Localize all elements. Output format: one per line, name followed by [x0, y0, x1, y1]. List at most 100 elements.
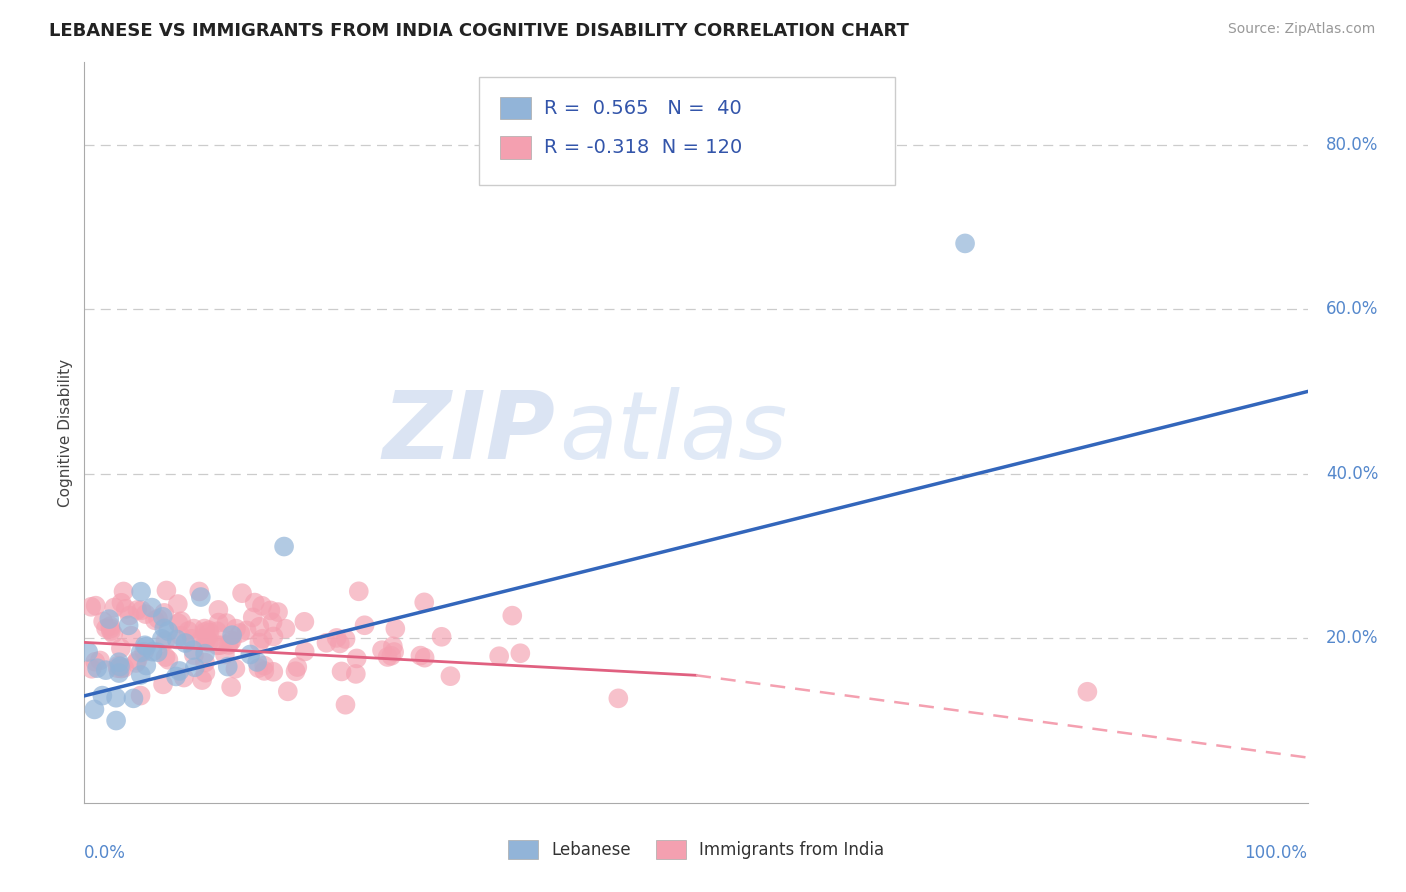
- Point: [107, 661, 129, 675]
- Point: [84, 655, 107, 669]
- Point: [1076, 685, 1098, 699]
- Point: [215, 616, 238, 631]
- Point: [166, 632, 188, 647]
- Text: R =  0.565   N =  40: R = 0.565 N = 40: [544, 99, 741, 118]
- Point: [152, 609, 174, 624]
- Point: [284, 664, 307, 678]
- Point: [108, 655, 131, 669]
- Text: 0.0%: 0.0%: [84, 844, 127, 862]
- Point: [166, 597, 188, 611]
- Point: [155, 650, 177, 665]
- Point: [607, 691, 630, 706]
- Point: [277, 684, 299, 698]
- Point: [142, 645, 165, 659]
- Point: [329, 636, 352, 650]
- Point: [209, 638, 232, 652]
- Point: [247, 661, 270, 675]
- Text: Source: ZipAtlas.com: Source: ZipAtlas.com: [1227, 22, 1375, 37]
- Point: [509, 646, 531, 660]
- Point: [169, 664, 191, 678]
- Point: [263, 630, 285, 644]
- Text: 100.0%: 100.0%: [1244, 844, 1308, 862]
- Point: [170, 629, 193, 643]
- Point: [127, 603, 149, 617]
- Point: [183, 648, 205, 662]
- Point: [198, 625, 221, 640]
- Point: [89, 653, 111, 667]
- Point: [253, 658, 276, 673]
- Point: [181, 643, 204, 657]
- Point: [243, 596, 266, 610]
- Text: R = -0.318  N = 120: R = -0.318 N = 120: [544, 138, 742, 157]
- Point: [103, 626, 125, 640]
- Point: [193, 622, 215, 636]
- Point: [141, 600, 163, 615]
- Point: [91, 615, 114, 629]
- Point: [120, 629, 142, 643]
- Point: [413, 595, 436, 609]
- Point: [98, 619, 121, 633]
- Point: [135, 607, 157, 621]
- Point: [194, 634, 217, 648]
- Point: [194, 665, 217, 680]
- Text: 80.0%: 80.0%: [1326, 136, 1378, 153]
- Point: [225, 622, 247, 636]
- Point: [110, 662, 132, 676]
- Point: [107, 658, 129, 673]
- Point: [129, 584, 152, 599]
- Point: [117, 618, 139, 632]
- Point: [198, 635, 221, 649]
- Point: [190, 590, 212, 604]
- Text: 20.0%: 20.0%: [1326, 629, 1378, 648]
- Point: [105, 690, 128, 705]
- Point: [180, 632, 202, 646]
- Point: [112, 661, 135, 675]
- Point: [98, 612, 121, 626]
- Point: [217, 659, 239, 673]
- Point: [77, 645, 100, 659]
- Point: [131, 603, 153, 617]
- Point: [103, 600, 125, 615]
- Point: [292, 615, 315, 629]
- Point: [235, 624, 257, 638]
- Point: [86, 661, 108, 675]
- Point: [224, 662, 246, 676]
- Point: [377, 650, 399, 665]
- Point: [353, 618, 375, 632]
- Point: [198, 624, 221, 638]
- Point: [207, 603, 229, 617]
- Point: [221, 628, 243, 642]
- Point: [217, 638, 239, 652]
- Point: [143, 613, 166, 627]
- Point: [150, 632, 173, 646]
- Bar: [501, 97, 531, 120]
- Point: [219, 680, 242, 694]
- Point: [219, 635, 242, 649]
- Point: [129, 668, 152, 682]
- Legend: Lebanese, Immigrants from India: Lebanese, Immigrants from India: [501, 834, 891, 866]
- Point: [183, 622, 205, 636]
- Point: [205, 624, 228, 639]
- Point: [105, 714, 128, 728]
- Point: [247, 635, 270, 649]
- Point: [409, 648, 432, 663]
- Y-axis label: Cognitive Disability: Cognitive Disability: [58, 359, 73, 507]
- Point: [294, 644, 316, 658]
- Point: [273, 540, 295, 554]
- Point: [83, 702, 105, 716]
- Point: [134, 638, 156, 652]
- Point: [177, 624, 200, 638]
- Point: [191, 673, 214, 687]
- Point: [239, 648, 262, 662]
- Point: [84, 599, 107, 613]
- Point: [347, 584, 370, 599]
- Point: [157, 653, 180, 667]
- Point: [344, 666, 367, 681]
- Point: [80, 662, 103, 676]
- Point: [285, 660, 308, 674]
- Point: [249, 620, 271, 634]
- Point: [114, 602, 136, 616]
- Point: [110, 641, 132, 656]
- Point: [335, 632, 357, 646]
- Text: 60.0%: 60.0%: [1326, 301, 1378, 318]
